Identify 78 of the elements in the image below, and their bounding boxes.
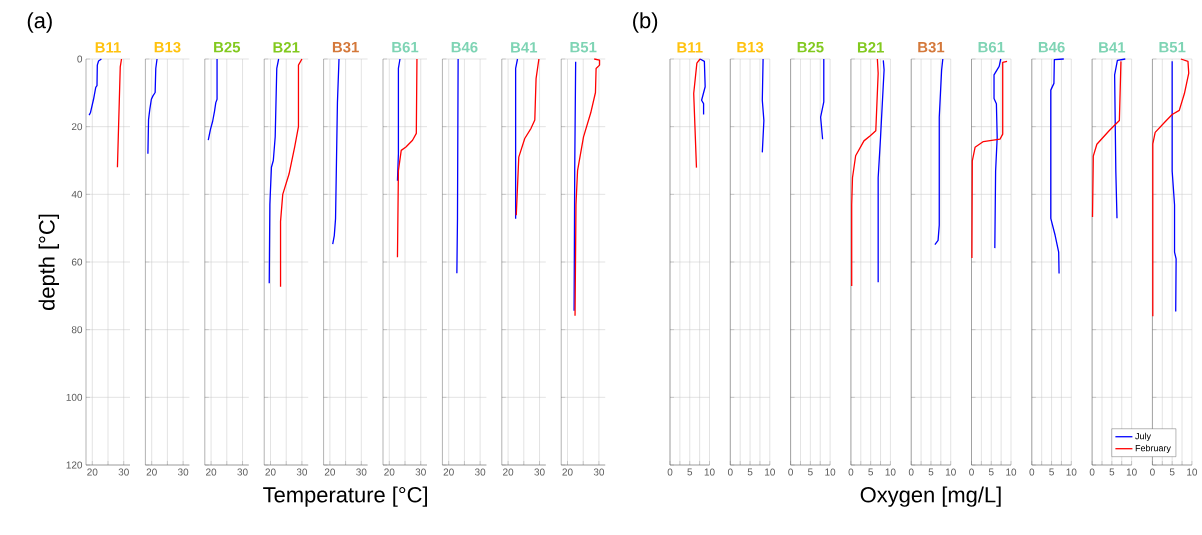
- x-tick-label: 20: [206, 468, 217, 476]
- x-tick-label: 20: [87, 468, 98, 476]
- text: (a): [27, 12, 52, 33]
- line-series: [88, 58, 103, 116]
- x-tick-label: 20: [265, 468, 276, 476]
- x-tick-label: 0: [788, 468, 793, 476]
- x-tick-label: 5: [1169, 468, 1175, 476]
- x-axis-title: Temperature [°C]: [263, 486, 427, 507]
- y-axis-title: depth [°C]: [38, 214, 60, 310]
- chart-title: B46: [1038, 41, 1065, 53]
- x-tick-label: 20: [443, 468, 454, 476]
- x-tick-label: 5: [928, 468, 934, 476]
- legend-label: July: [1135, 432, 1151, 442]
- legend-label: February: [1135, 444, 1171, 454]
- x-tick-label: 0: [727, 468, 733, 476]
- x-tick-label: 30: [534, 468, 545, 476]
- x-tick-label: 0: [1029, 468, 1035, 476]
- x-tick-label: 30: [415, 468, 426, 476]
- y-tick-label: 40: [71, 190, 83, 198]
- chart-title: B61: [978, 41, 1005, 53]
- chart-title: B25: [797, 41, 824, 53]
- chart-title: B41: [511, 42, 538, 53]
- chart-title: B51: [1159, 42, 1186, 53]
- x-tick-label: 20: [503, 468, 514, 476]
- text: (b): [633, 12, 658, 33]
- x-tick-label: 0: [1089, 468, 1095, 476]
- x-tick-label: 5: [868, 468, 874, 476]
- x-tick-label: 10: [1187, 468, 1198, 476]
- x-tick-label: 20: [384, 468, 395, 476]
- chart-title: B25: [214, 41, 241, 53]
- x-tick-label: 0: [667, 468, 673, 476]
- x-tick-label: 30: [237, 468, 248, 476]
- x-tick-label: 10: [885, 468, 896, 476]
- x-tick-label: 30: [296, 468, 308, 476]
- chart-title: B31: [918, 41, 945, 53]
- x-tick-label: 5: [988, 468, 994, 476]
- x-tick-label: 0: [848, 468, 854, 476]
- x-tick-label: 30: [593, 468, 605, 476]
- x-tick-label: 20: [562, 468, 573, 476]
- x-tick-label: 10: [825, 468, 836, 476]
- chart-title: B21: [273, 42, 300, 53]
- x-tick-label: 10: [1126, 468, 1137, 476]
- x-tick-label: 20: [324, 468, 336, 476]
- y-tick-label: 100: [66, 393, 83, 401]
- chart-title: B11: [677, 42, 703, 53]
- y-tick-label: 0: [77, 55, 83, 63]
- x-tick-label: 5: [747, 468, 753, 476]
- x-tick-label: 10: [945, 468, 956, 476]
- y-tick-label: 20: [71, 123, 83, 131]
- x-tick-label: 20: [146, 468, 157, 476]
- x-tick-label: 5: [808, 468, 813, 476]
- chart-title: B31: [332, 41, 359, 53]
- x-tick-label: 5: [1109, 468, 1115, 476]
- x-tick-label: 30: [356, 468, 367, 476]
- chart-title: B13: [154, 41, 181, 53]
- chart-title: B51: [570, 42, 597, 53]
- x-tick-label: 0: [1150, 468, 1155, 476]
- y-tick-label: 120: [66, 461, 83, 469]
- x-tick-label: 30: [177, 468, 189, 476]
- x-tick-label: 10: [704, 468, 715, 476]
- x-tick-label: 10: [765, 468, 775, 476]
- x-tick-label: 30: [474, 468, 486, 476]
- y-tick-label: 60: [71, 258, 83, 266]
- x-tick-label: 0: [969, 468, 974, 476]
- chart-title: B11: [95, 42, 121, 53]
- x-tick-label: 0: [908, 468, 914, 476]
- chart-title: B21: [857, 42, 884, 53]
- chart-title: B13: [737, 41, 764, 53]
- x-tick-label: 5: [687, 468, 693, 476]
- x-tick-label: 30: [118, 468, 129, 476]
- y-tick-label: 80: [71, 326, 83, 334]
- x-tick-label: 10: [1006, 468, 1017, 476]
- chart-title: B61: [392, 41, 419, 53]
- x-tick-label: 5: [1049, 468, 1054, 476]
- chart-title: B41: [1099, 42, 1126, 53]
- x-axis-title: Oxygen [mg/L]: [860, 486, 1001, 507]
- x-tick-label: 10: [1066, 468, 1077, 476]
- chart-title: B46: [451, 41, 478, 53]
